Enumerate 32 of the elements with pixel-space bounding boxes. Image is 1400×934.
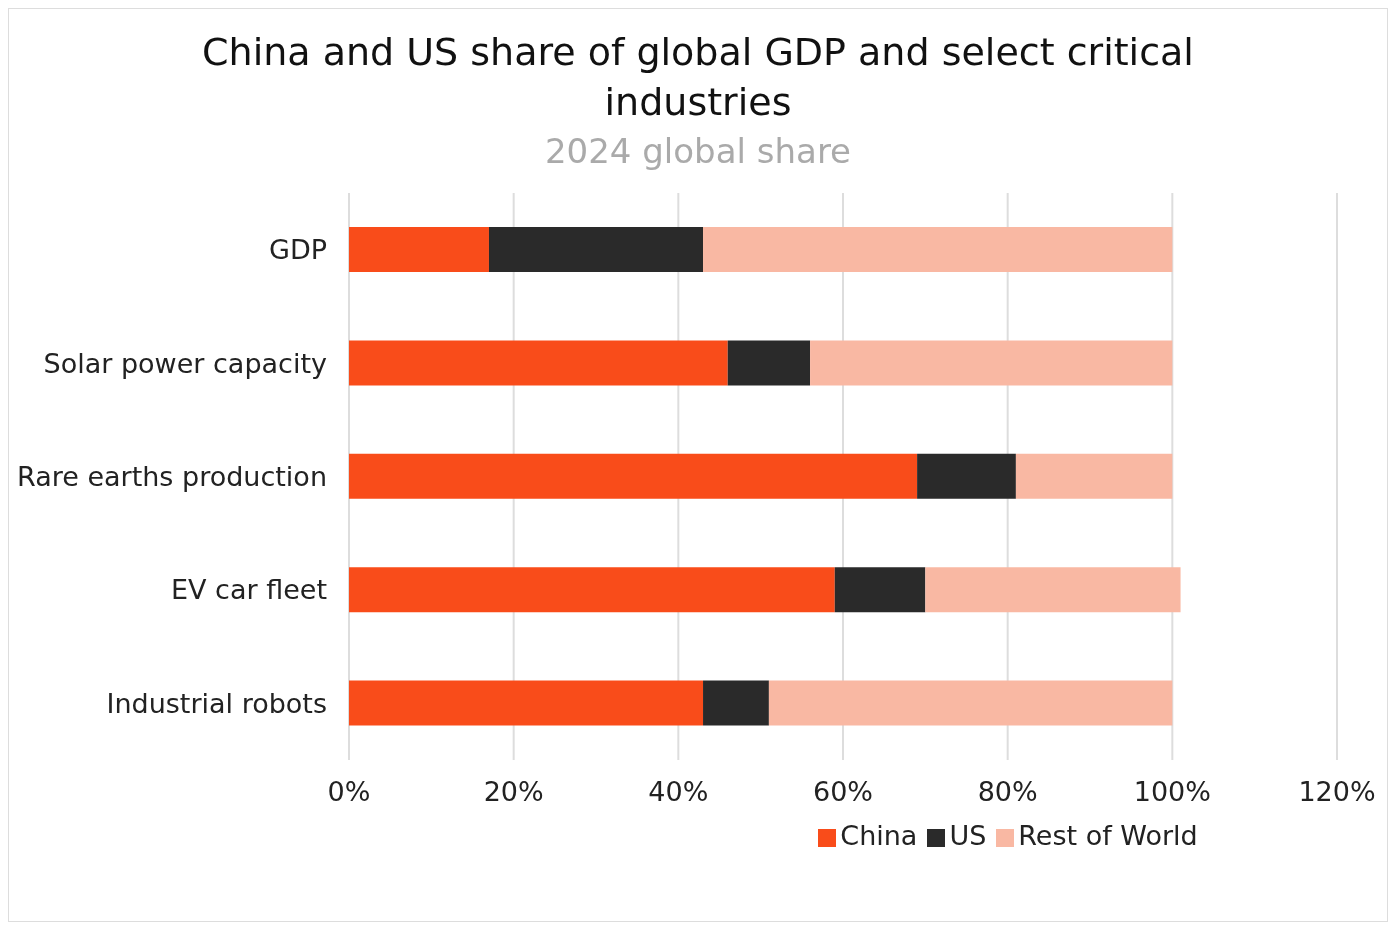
x-tick-label: 80%	[977, 776, 1038, 808]
bar	[349, 453, 918, 499]
legend-label: US	[949, 820, 987, 851]
x-tick-label: 100%	[1133, 776, 1211, 808]
bar	[349, 340, 728, 386]
bar	[917, 453, 1016, 499]
y-tick-label: GDP	[269, 234, 327, 266]
chart-subtitle: 2024 global share	[543, 131, 853, 171]
chart-title: China and US share of global GDP and select critical industries	[201, 29, 1195, 126]
bar	[703, 227, 1173, 273]
bar	[810, 340, 1173, 386]
bar	[834, 567, 926, 613]
legend-label: Rest of World	[1018, 820, 1198, 851]
bar	[349, 680, 704, 726]
bar	[703, 680, 769, 726]
y-tick-label: EV car fleet	[170, 574, 327, 606]
x-tick-label: 20%	[483, 776, 544, 808]
y-tick-label: Industrial robots	[106, 687, 327, 719]
bar	[727, 340, 811, 386]
y-tick-label: Solar power capacity	[43, 347, 328, 379]
bar	[488, 227, 704, 273]
y-tick-label: Rare earths production	[17, 461, 327, 493]
bar	[349, 227, 489, 273]
x-tick-label: 40%	[648, 776, 709, 808]
bar	[768, 680, 1173, 726]
x-tick-label: 60%	[812, 776, 874, 808]
bar	[925, 567, 1181, 613]
bar	[1015, 453, 1173, 499]
x-tick-label: 0%	[327, 776, 371, 808]
bar	[349, 567, 835, 613]
x-tick-label: 120%	[1298, 776, 1376, 808]
legend-label: China	[840, 820, 918, 851]
